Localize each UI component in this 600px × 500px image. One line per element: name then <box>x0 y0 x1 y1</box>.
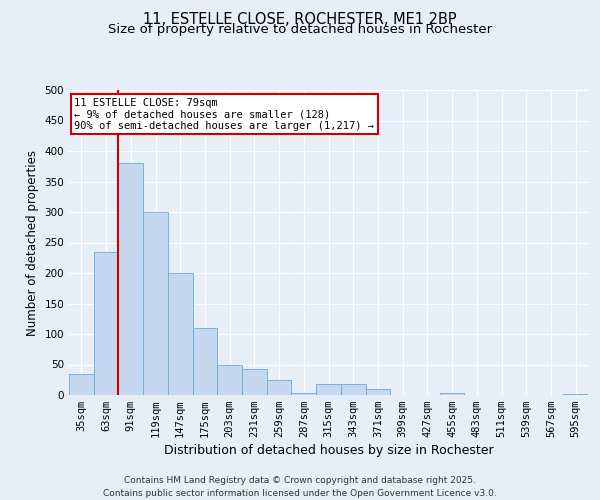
Text: 11, ESTELLE CLOSE, ROCHESTER, ME1 2BP: 11, ESTELLE CLOSE, ROCHESTER, ME1 2BP <box>143 12 457 28</box>
Bar <box>143 212 168 395</box>
Bar <box>440 393 464 395</box>
Bar <box>118 163 143 395</box>
Bar <box>94 252 118 395</box>
Bar <box>292 393 316 395</box>
Bar <box>168 273 193 395</box>
Text: Contains HM Land Registry data © Crown copyright and database right 2025.
Contai: Contains HM Land Registry data © Crown c… <box>103 476 497 498</box>
Bar <box>563 394 588 395</box>
Bar <box>341 384 365 395</box>
Bar <box>316 384 341 395</box>
X-axis label: Distribution of detached houses by size in Rochester: Distribution of detached houses by size … <box>164 444 493 458</box>
Bar <box>69 374 94 395</box>
Y-axis label: Number of detached properties: Number of detached properties <box>26 150 39 336</box>
Text: 11 ESTELLE CLOSE: 79sqm
← 9% of detached houses are smaller (128)
90% of semi-de: 11 ESTELLE CLOSE: 79sqm ← 9% of detached… <box>74 98 374 131</box>
Bar <box>365 389 390 395</box>
Bar <box>217 364 242 395</box>
Bar <box>267 380 292 395</box>
Bar <box>193 328 217 395</box>
Bar <box>242 369 267 395</box>
Text: Size of property relative to detached houses in Rochester: Size of property relative to detached ho… <box>108 22 492 36</box>
